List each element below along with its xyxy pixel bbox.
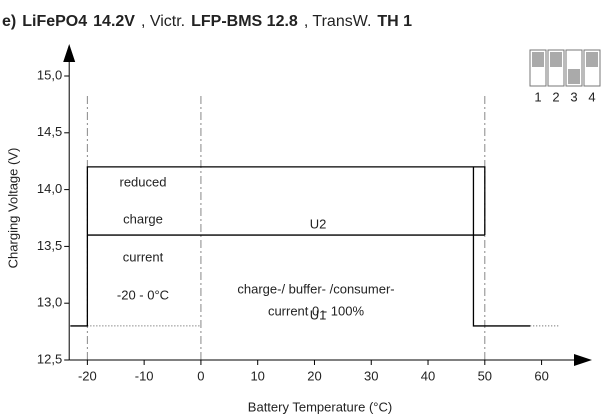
dip-lever xyxy=(550,52,562,67)
x-axis-arrow xyxy=(574,354,592,366)
title-part: LFP-BMS 12.8 xyxy=(191,13,298,30)
dip-lever xyxy=(532,52,544,67)
x-tick-label: 50 xyxy=(478,368,492,383)
series-line xyxy=(70,166,531,327)
dip-label: 4 xyxy=(588,89,595,104)
series-label: U1 xyxy=(310,307,327,322)
x-tick-label: 20 xyxy=(307,368,321,383)
title-part: , Victr. xyxy=(141,13,185,30)
x-tick-label: 40 xyxy=(421,368,435,383)
title-part: , TransW. xyxy=(304,13,372,30)
title-part: 14.2V xyxy=(93,13,135,30)
y-tick-label: 12,5 xyxy=(37,351,62,366)
annotation: current xyxy=(123,249,164,264)
annotation: -20 - 0°C xyxy=(117,287,169,302)
y-tick-label: 13,0 xyxy=(37,295,62,310)
y-tick-label: 13,5 xyxy=(37,238,62,253)
x-tick-label: 30 xyxy=(364,368,378,383)
dip-lever xyxy=(586,52,598,67)
annotation: current 0 - 100% xyxy=(268,303,365,318)
dip-lever xyxy=(568,69,580,84)
title-part: e) xyxy=(2,13,16,30)
annotation: reduced xyxy=(120,174,167,189)
annotation: charge-/ buffer- /consumer- xyxy=(237,281,394,296)
dip-label: 2 xyxy=(552,89,559,104)
annotation: charge xyxy=(123,211,163,226)
title-part: TH 1 xyxy=(377,13,412,30)
y-tick-label: 14,5 xyxy=(37,124,62,139)
x-tick-label: 0 xyxy=(197,368,204,383)
title-part: LiFePO4 xyxy=(22,13,87,30)
y-axis-label: Charging Voltage (V) xyxy=(5,148,20,269)
x-tick-label: -20 xyxy=(78,368,97,383)
series-label: U2 xyxy=(310,216,327,231)
y-tick-label: 14,0 xyxy=(37,181,62,196)
chart-title: e) LiFePO4 14.2V , Victr. LFP-BMS 12.8 , Tran… xyxy=(2,13,412,30)
dip-label: 3 xyxy=(570,89,577,104)
x-tick-label: 10 xyxy=(250,368,264,383)
y-axis-arrow xyxy=(63,44,76,62)
dip-label: 1 xyxy=(534,89,541,104)
x-tick-label: -10 xyxy=(135,368,154,383)
y-tick-label: 15,0 xyxy=(37,67,62,82)
x-tick-label: 60 xyxy=(534,368,548,383)
x-axis-label: Battery Temperature (°C) xyxy=(248,399,392,414)
